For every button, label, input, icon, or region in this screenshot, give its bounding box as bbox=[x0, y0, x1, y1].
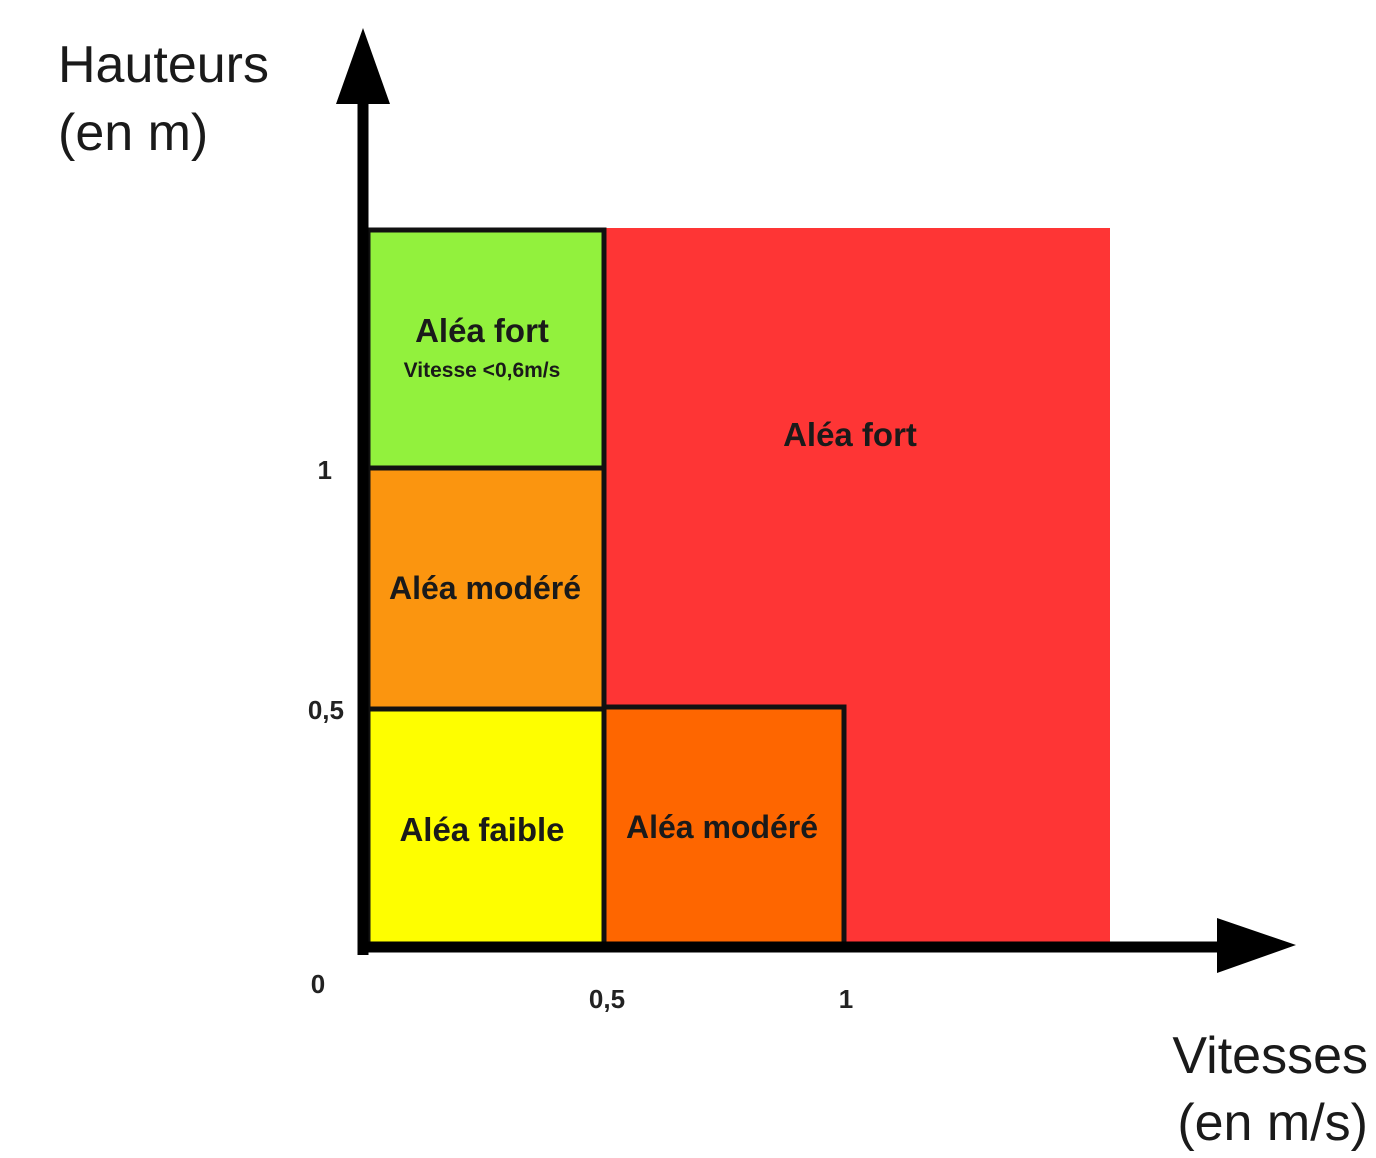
x-axis-arrow bbox=[1217, 918, 1296, 973]
label-vitesse-threshold: Vitesse <0,6m/s bbox=[404, 359, 561, 382]
label-alea-fort-large: Aléa fort bbox=[783, 416, 917, 453]
zone-alea-modere-lower bbox=[601, 704, 847, 949]
y-axis-arrow bbox=[336, 28, 390, 104]
label-alea-modere-lower: Aléa modéré bbox=[626, 809, 818, 845]
label-alea-modere-upper: Aléa modéré bbox=[389, 570, 581, 606]
zone-alea-modere-upper bbox=[365, 465, 607, 712]
origin-label: 0 bbox=[311, 969, 325, 999]
y-tick-1: 1 bbox=[318, 455, 332, 485]
label-alea-faible: Aléa faible bbox=[399, 811, 564, 848]
zone-alea-fort-low-speed bbox=[365, 227, 607, 471]
y-tick-0-5: 0,5 bbox=[308, 695, 344, 725]
label-alea-fort-low-speed: Aléa fort bbox=[415, 312, 549, 349]
x-axis-title-line2: (en m/s) bbox=[1177, 1094, 1368, 1152]
zone-alea-faible bbox=[365, 706, 607, 949]
y-axis-title-line2: (en m) bbox=[58, 104, 208, 162]
x-tick-0-5: 0,5 bbox=[589, 984, 625, 1014]
x-tick-1: 1 bbox=[839, 984, 853, 1014]
x-axis-title-line1: Vitesses bbox=[1172, 1027, 1368, 1085]
y-axis-title-line1: Hauteurs bbox=[58, 36, 269, 94]
